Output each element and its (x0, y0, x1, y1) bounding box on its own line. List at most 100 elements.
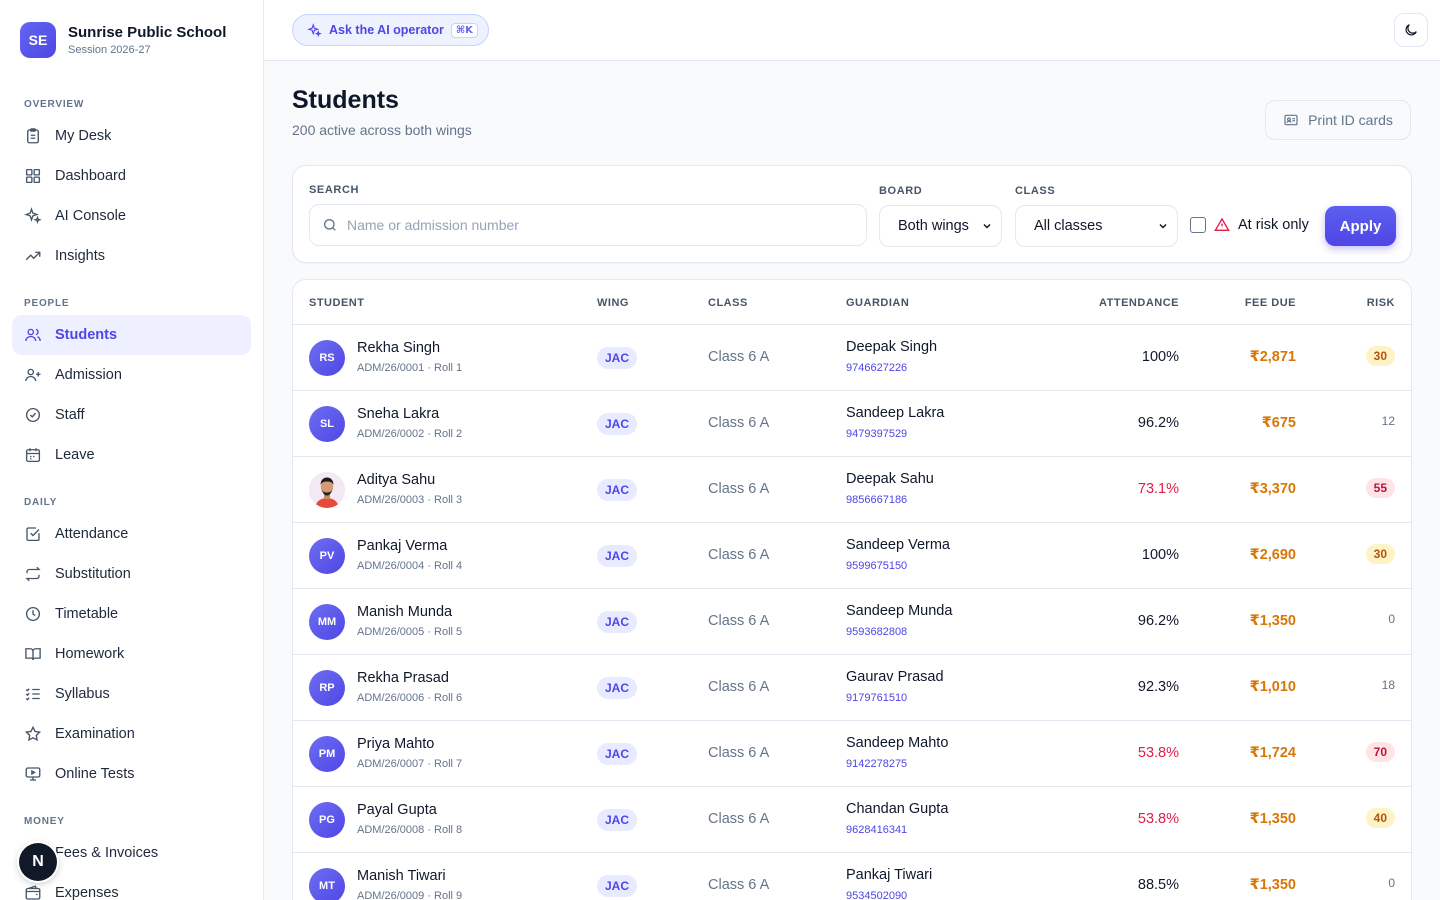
table-row[interactable]: PV Pankaj Verma ADM/26/0004 · Roll 4 JAC Cla… (293, 523, 1411, 589)
id-card-icon (1284, 114, 1298, 126)
student-name[interactable]: Rekha Prasad (357, 670, 449, 686)
student-admission-roll: ADM/26/0008 · Roll 8 (357, 824, 463, 836)
column-header-class[interactable]: CLASS (708, 297, 748, 309)
student-name[interactable]: Aditya Sahu (357, 472, 436, 488)
guardian-name: Sandeep Verma (846, 537, 950, 553)
sidebar-item-staff[interactable]: Staff (12, 395, 251, 435)
board-select[interactable]: Both wings (879, 205, 1002, 247)
student-class: Class 6 A (708, 745, 770, 761)
ask-ai-operator-button[interactable]: Ask the AI operator ⌘K (292, 14, 489, 46)
column-header-attendance[interactable]: ATTENDANCE (1099, 297, 1179, 309)
sidebar-item-insights[interactable]: Insights (12, 236, 251, 276)
avatar (309, 472, 345, 508)
sidebar-item-syllabus[interactable]: Syllabus (12, 674, 251, 714)
theme-toggle-button[interactable] (1394, 13, 1428, 47)
table-row[interactable]: PG Payal Gupta ADM/26/0008 · Roll 8 JAC Clas… (293, 787, 1411, 853)
guardian-phone[interactable]: 9856667186 (846, 494, 908, 506)
guardian-phone[interactable]: 9599675150 (846, 560, 908, 572)
at-risk-label: At risk only (1238, 217, 1309, 233)
table-body: RS Rekha Singh ADM/26/0001 · Roll 1 JAC Clas… (293, 325, 1411, 900)
class-select-value: All classes (1034, 218, 1103, 234)
at-risk-checkbox[interactable] (1190, 217, 1206, 233)
chevron-down-icon (983, 223, 991, 229)
wing-badge: JAC (597, 677, 638, 699)
student-photo-icon (309, 472, 345, 508)
risk-score-badge: 70 (1365, 742, 1395, 762)
table-row[interactable]: Aditya Sahu ADM/26/0003 · Roll 3 JAC Class … (293, 457, 1411, 523)
student-name[interactable]: Payal Gupta (357, 802, 437, 818)
guardian-phone[interactable]: 9142278275 (846, 758, 908, 770)
table-row[interactable]: SL Sneha Lakra ADM/26/0002 · Roll 2 JAC Clas… (293, 391, 1411, 457)
school-brand[interactable]: SE Sunrise Public School Session 2026-27 (0, 0, 263, 60)
student-name[interactable]: Sneha Lakra (357, 406, 440, 422)
at-risk-toggle[interactable]: At risk only (1190, 217, 1309, 233)
column-header-guardian[interactable]: GUARDIAN (846, 297, 910, 309)
table-row[interactable]: RP Rekha Prasad ADM/26/0006 · Roll 6 JAC Cla… (293, 655, 1411, 721)
search-input[interactable] (347, 217, 847, 233)
student-name[interactable]: Manish Munda (357, 604, 453, 620)
attendance-value: 53.8% (1137, 745, 1179, 761)
sidebar-item-admission[interactable]: Admission (12, 355, 251, 395)
risk-score-badge: 0 (1388, 876, 1395, 890)
sidebar-item-ai-console[interactable]: AI Console (12, 196, 251, 236)
guardian-name: Pankaj Tiwari (846, 867, 933, 883)
sidebar-item-students[interactable]: Students (12, 315, 251, 355)
column-header-student[interactable]: STUDENT (309, 297, 365, 309)
student-class: Class 6 A (708, 877, 770, 893)
risk-score-badge: 0 (1388, 612, 1395, 626)
fee-due-value: ₹3,370 (1249, 481, 1296, 497)
fee-due-value: ₹1,350 (1249, 877, 1296, 893)
column-header-wing[interactable]: WING (597, 297, 629, 309)
student-admission-roll: ADM/26/0009 · Roll 9 (357, 890, 463, 900)
sidebar-item-homework[interactable]: Homework (12, 634, 251, 674)
guardian-phone[interactable]: 9179761510 (846, 692, 908, 704)
student-class: Class 6 A (708, 547, 770, 563)
sidebar-item-label: Online Tests (55, 766, 135, 782)
sidebar-item-label: Attendance (55, 526, 129, 542)
column-header-fee-due[interactable]: FEE DUE (1244, 297, 1296, 309)
class-select[interactable]: All classes (1015, 205, 1178, 247)
sidebar-item-expenses[interactable]: Expenses (12, 873, 251, 900)
sidebar-item-leave[interactable]: Leave (12, 435, 251, 475)
sidebar-item-attendance[interactable]: Attendance (12, 514, 251, 554)
student-name[interactable]: Pankaj Verma (357, 538, 448, 554)
table-row[interactable]: RS Rekha Singh ADM/26/0001 · Roll 1 JAC Clas… (293, 325, 1411, 391)
student-class: Class 6 A (708, 679, 770, 695)
guardian-phone[interactable]: 9479397529 (846, 428, 908, 440)
sidebar-item-label: Examination (55, 726, 135, 742)
repeat-icon (25, 566, 41, 582)
fee-due-value: ₹2,690 (1249, 547, 1296, 563)
sidebar-item-label: Insights (55, 248, 105, 264)
sidebar-item-substitution[interactable]: Substitution (12, 554, 251, 594)
guardian-name: Sandeep Munda (846, 603, 953, 619)
fee-due-value: ₹675 (1261, 415, 1296, 431)
search-label: SEARCH (309, 184, 360, 196)
guardian-phone[interactable]: 9534502090 (846, 890, 908, 900)
search-field[interactable] (309, 204, 867, 246)
table-row[interactable]: PM Priya Mahto ADM/26/0007 · Roll 7 JAC Clas… (293, 721, 1411, 787)
table-row[interactable]: MT Manish Tiwari ADM/26/0009 · Roll 9 JAC Cl… (293, 853, 1411, 900)
column-header-risk[interactable]: RISK (1366, 297, 1395, 309)
student-name[interactable]: Priya Mahto (357, 736, 435, 752)
sidebar-item-label: Dashboard (55, 168, 126, 184)
sidebar-item-my-desk[interactable]: My Desk (12, 116, 251, 156)
sidebar-item-timetable[interactable]: Timetable (12, 594, 251, 634)
student-admission-roll: ADM/26/0004 · Roll 4 (357, 560, 463, 572)
sidebar-item-examination[interactable]: Examination (12, 714, 251, 754)
avatar: PV (309, 538, 345, 574)
guardian-phone[interactable]: 9593682808 (846, 626, 908, 638)
guardian-phone[interactable]: 9628416341 (846, 824, 908, 836)
apply-button[interactable]: Apply (1325, 206, 1396, 246)
table-row[interactable]: MM Manish Munda ADM/26/0005 · Roll 5 JAC Cla… (293, 589, 1411, 655)
student-name[interactable]: Rekha Singh (357, 340, 441, 356)
guardian-phone[interactable]: 9746627226 (846, 362, 908, 374)
wing-badge: JAC (597, 611, 638, 633)
student-name[interactable]: Manish Tiwari (357, 868, 446, 884)
monitor-play-icon (25, 767, 41, 781)
sidebar-item-online-tests[interactable]: Online Tests (12, 754, 251, 794)
print-id-cards-button[interactable]: Print ID cards (1265, 100, 1411, 140)
sidebar-item-label: Substitution (55, 566, 131, 582)
floating-n-badge[interactable]: N (19, 843, 57, 881)
print-id-cards-label: Print ID cards (1308, 112, 1393, 128)
sidebar-item-dashboard[interactable]: Dashboard (12, 156, 251, 196)
